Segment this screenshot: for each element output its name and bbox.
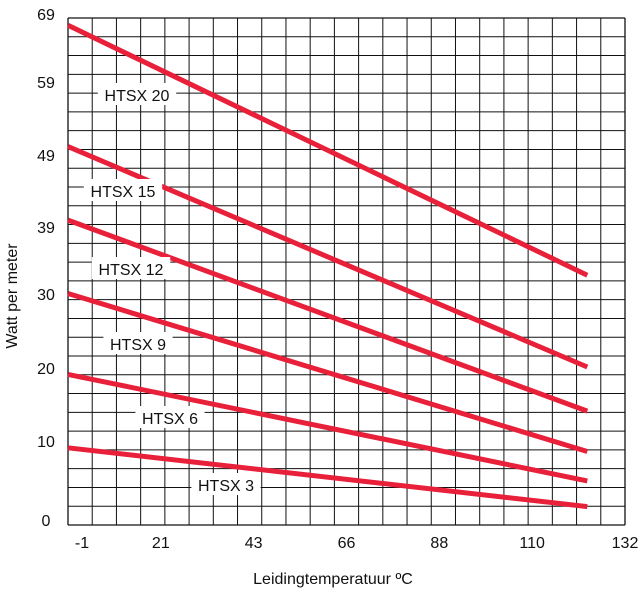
- series-label-5: HTSX 3: [198, 478, 254, 495]
- series-line-5: [67, 445, 588, 510]
- y-tick-label: 0: [42, 513, 51, 530]
- series-label-bg-2: [91, 257, 171, 279]
- y-tick-label: 49: [37, 148, 55, 165]
- x-tick-label: -1: [75, 535, 89, 552]
- x-tick-label: 43: [245, 535, 263, 552]
- series-label-3: HTSX 9: [110, 337, 166, 354]
- series-label-2: HTSX 12: [99, 262, 164, 279]
- y-axis-ticks: 0 10 20 30 39 49 59 69: [37, 7, 55, 530]
- series-label-bg-1: [83, 179, 163, 201]
- series-line-3: [67, 291, 589, 454]
- series-label-1: HTSX 15: [91, 184, 156, 201]
- series-line-4: [67, 371, 588, 484]
- y-tick-label: 20: [37, 361, 55, 378]
- x-tick-label: 66: [338, 535, 356, 552]
- y-tick-label: 59: [37, 75, 55, 92]
- series-label-bg-0: [97, 83, 177, 105]
- x-axis-ticks: -1 21 43 66 88 110 132: [75, 535, 639, 552]
- series-label-4: HTSX 6: [142, 411, 198, 428]
- y-tick-label: 69: [37, 7, 55, 24]
- series-line-0: [66, 23, 589, 278]
- x-tick-label: 21: [152, 535, 170, 552]
- series-line-2: [67, 217, 589, 414]
- x-axis-label: Leidingtemperatuur ºC: [253, 571, 413, 588]
- y-tick-label: 39: [37, 220, 55, 237]
- y-tick-label: 30: [37, 287, 55, 304]
- x-tick-label: 132: [612, 535, 639, 552]
- x-tick-label: 88: [430, 535, 448, 552]
- series-lines: [66, 23, 589, 510]
- series-label-0: HTSX 20: [105, 88, 170, 105]
- series-label-bg-5: [191, 473, 261, 495]
- y-axis-label: Watt per meter: [4, 243, 21, 349]
- series-label-bg-4: [135, 406, 205, 428]
- series-labels: HTSX 20 HTSX 15 HTSX 12 HTSX 9 HTSX 6 HTSX 3: [83, 83, 261, 495]
- series-label-bg-3: [103, 332, 173, 354]
- y-tick-label: 10: [37, 434, 55, 451]
- x-tick-label: 110: [519, 535, 545, 552]
